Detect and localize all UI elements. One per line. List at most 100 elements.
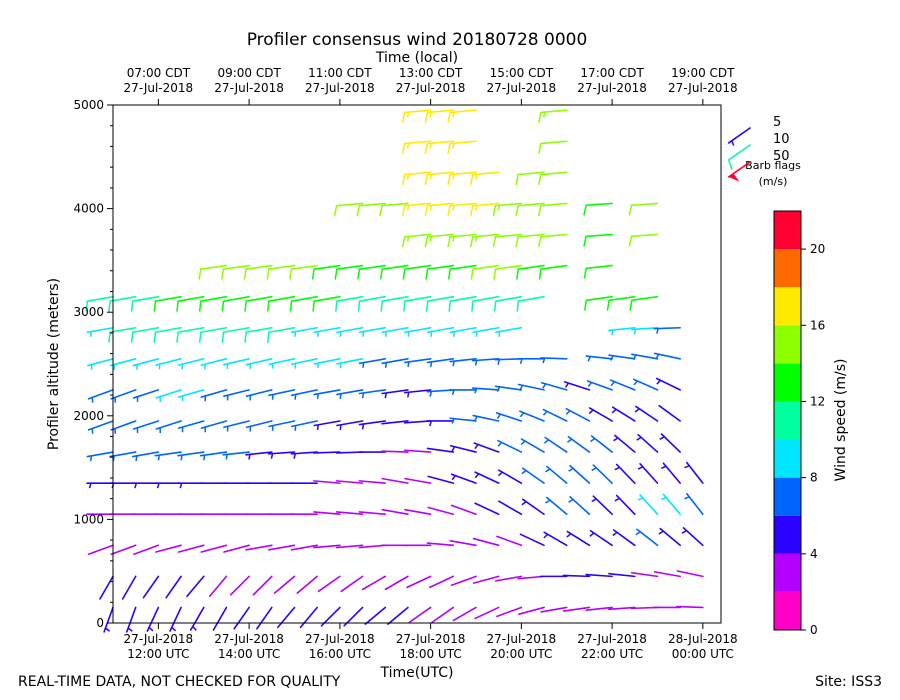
wind-barb <box>268 358 296 369</box>
barb-half-feather <box>497 471 503 477</box>
colorbar-swatch <box>774 287 801 326</box>
barb-feather <box>471 301 474 312</box>
barb-shaft <box>403 449 432 453</box>
barb-shaft <box>519 410 545 422</box>
wind-barb <box>358 358 387 368</box>
barb-half-feather <box>407 392 410 398</box>
barb-feather <box>198 301 202 312</box>
wind-barb <box>340 575 364 593</box>
barb-shaft <box>586 380 613 391</box>
barb-half-feather <box>587 356 591 362</box>
barb-feather <box>130 332 134 343</box>
barb-half-feather <box>498 331 501 337</box>
wind-barb <box>591 464 613 484</box>
wind-barb <box>87 358 114 370</box>
barb-feather <box>244 301 247 312</box>
barb-shaft <box>540 202 568 207</box>
barb-half-feather <box>406 174 410 180</box>
y-tick-label: 2000 <box>73 409 104 423</box>
barb-shaft <box>87 389 114 400</box>
wind-barb <box>132 420 160 434</box>
wind-barb <box>630 326 659 335</box>
barb-shaft <box>131 451 160 458</box>
wind-barb <box>155 358 182 370</box>
barb-legend-units: (m/s) <box>759 175 788 188</box>
barb-half-feather <box>636 436 642 441</box>
wind-barb <box>447 140 477 154</box>
barb-shaft <box>426 171 455 176</box>
barb-shaft <box>472 537 500 547</box>
barb-feather <box>447 269 451 280</box>
barb-shaft <box>655 377 681 391</box>
barb-shaft <box>472 264 500 270</box>
barb-feather <box>266 301 270 312</box>
wind-barb <box>588 407 613 422</box>
wind-barb <box>494 358 523 365</box>
barb-feather <box>447 236 451 248</box>
barb-shaft <box>653 326 681 330</box>
wind-barb <box>169 606 182 632</box>
barb-feather <box>244 332 247 343</box>
barb-half-feather <box>497 205 501 211</box>
barb-shaft <box>426 140 455 145</box>
barb-half-feather <box>684 465 690 469</box>
y-axis-label: Profiler altitude (meters) <box>46 278 62 450</box>
barb-shaft <box>426 264 455 270</box>
wind-barb <box>198 264 228 280</box>
barb-shaft <box>585 606 613 611</box>
wind-barb <box>142 575 160 599</box>
barb-half-feather <box>731 140 735 146</box>
wind-barb <box>177 544 205 553</box>
wind-barb <box>492 233 523 248</box>
barb-shaft <box>103 606 114 633</box>
wind-barb <box>655 377 681 391</box>
wind-barb <box>563 381 591 391</box>
barb-shaft <box>340 575 364 593</box>
barb-half-feather <box>474 473 480 479</box>
wind-barb <box>496 606 523 618</box>
wind-barb <box>583 264 613 279</box>
barb-shaft <box>426 233 455 238</box>
barb-half-feather <box>339 331 342 337</box>
wind-barb <box>518 606 545 615</box>
barb-flag <box>728 173 740 182</box>
barb-half-feather <box>430 331 433 337</box>
barb-feather <box>402 269 406 280</box>
wind-barb <box>358 511 387 516</box>
y-tick-label: 0 <box>96 616 104 630</box>
barb-feather <box>447 143 451 154</box>
barb-shaft <box>189 606 205 631</box>
wind-barb <box>612 529 636 547</box>
colorbar-frame <box>773 210 802 631</box>
barb-half-feather <box>659 436 665 440</box>
wind-barb <box>86 451 114 462</box>
barb-feather <box>379 205 383 217</box>
barb-feather <box>515 236 519 248</box>
barb-shaft <box>381 450 409 453</box>
barb-feather <box>425 301 429 312</box>
barb-half-feather <box>148 626 154 632</box>
barb-shaft <box>608 572 636 578</box>
barb-feather <box>516 301 520 312</box>
barb-half-feather <box>497 359 501 365</box>
wind-barb <box>110 389 137 403</box>
wind-barb <box>473 442 500 453</box>
barb-shaft <box>431 606 455 624</box>
wind-barb <box>424 233 455 248</box>
wind-barb <box>469 171 500 185</box>
wind-barb <box>110 544 137 555</box>
wind-barb <box>189 606 205 631</box>
barb-shaft <box>631 353 659 360</box>
barb-half-feather <box>429 236 433 242</box>
wind-barb <box>426 326 455 337</box>
colorbar-tick-label: 8 <box>810 471 818 485</box>
barb-shaft <box>200 326 228 334</box>
wind-barb <box>425 264 455 280</box>
barb-shaft <box>569 496 591 516</box>
barb-shaft <box>200 295 228 302</box>
wind-barb <box>313 420 341 431</box>
barb-feather <box>289 301 293 312</box>
wind-barb <box>221 264 250 280</box>
wind-barb <box>452 606 477 622</box>
wind-barb <box>403 449 432 453</box>
